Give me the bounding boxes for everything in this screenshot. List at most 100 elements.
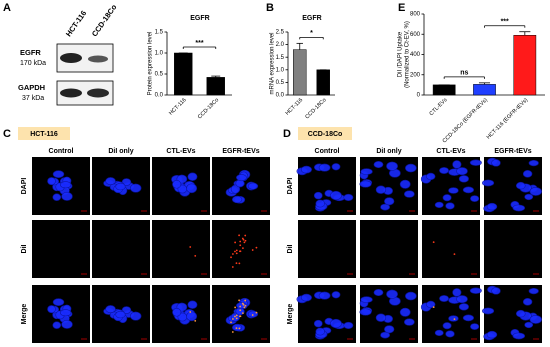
y-tick-label: 400 — [410, 52, 421, 58]
nucleus — [315, 327, 325, 336]
column-label: EGFR-tEVs — [494, 148, 531, 155]
dii-signal — [243, 306, 246, 309]
dii-signal — [231, 318, 234, 320]
y-tick-label: 800 — [410, 12, 421, 18]
nucleus — [482, 307, 495, 315]
y-tick-label: 1.0 — [155, 51, 164, 57]
nucleus — [403, 318, 415, 326]
nucleus — [373, 160, 384, 169]
nucleus — [187, 172, 198, 181]
x-tick-label: HCT-116 — [285, 97, 305, 117]
lane-label: HCT-116 — [64, 9, 88, 38]
dii-signal — [194, 319, 197, 322]
blot-band — [60, 53, 82, 63]
column-label: CTL-EVs — [166, 148, 195, 155]
nucleus — [434, 329, 444, 337]
dii-signal — [235, 317, 238, 320]
dii-signal — [238, 234, 241, 237]
dii-signal — [234, 315, 236, 318]
dii-signal — [242, 247, 244, 250]
panel-label: C — [3, 128, 11, 140]
x-tick-label: CCD-18Co — [304, 97, 327, 120]
nucleus — [313, 191, 323, 200]
chart-title: EGFR — [302, 15, 321, 22]
nucleus — [359, 308, 372, 316]
nucleus — [448, 187, 459, 194]
nucleus — [343, 193, 354, 202]
nucleus — [452, 160, 462, 169]
nucleus — [300, 293, 312, 302]
nucleus — [439, 295, 449, 302]
column-label: DiI only — [108, 148, 133, 155]
dii-signal — [230, 256, 232, 259]
nucleus — [442, 322, 452, 330]
lane-label: CCD-18Co — [90, 2, 119, 38]
nucleus — [52, 170, 65, 179]
y-axis-label: DiI /DAPI Uptake — [398, 31, 404, 77]
nucleus — [462, 314, 474, 322]
nucleus — [469, 159, 482, 166]
micrograph — [152, 220, 210, 278]
significance: *** — [501, 19, 509, 26]
dii-signal — [235, 262, 238, 265]
cell-line: CCD-18Co — [308, 131, 343, 138]
nucleus — [529, 315, 542, 324]
nucleus — [360, 296, 373, 303]
dii-signal — [244, 239, 247, 242]
nucleus — [529, 187, 542, 196]
chart-title: EGFR — [190, 15, 209, 22]
nucleus — [452, 288, 462, 297]
nucleus — [330, 190, 342, 201]
y-tick-label: 1.0 — [276, 67, 285, 73]
column-label: DiI only — [376, 148, 401, 155]
nucleus — [445, 330, 455, 338]
nucleus — [512, 332, 526, 340]
nucleus — [247, 182, 259, 190]
dii-signal — [234, 306, 237, 309]
nucleus — [528, 159, 539, 167]
nucleus — [439, 167, 449, 174]
nucleus — [115, 182, 126, 191]
nucleus — [105, 177, 116, 185]
nucleus — [373, 288, 384, 297]
y-tick-label: 2.5 — [276, 30, 285, 36]
dii-signal — [239, 240, 242, 243]
nucleus — [515, 181, 526, 190]
dii-signal — [189, 246, 192, 248]
y-tick-label: 0.0 — [276, 93, 285, 99]
y-tick-label: 0 — [417, 93, 421, 99]
nucleus — [172, 308, 182, 317]
blot-band — [60, 88, 82, 98]
nucleus — [105, 305, 116, 313]
nucleus — [456, 167, 468, 176]
nucleus — [331, 163, 341, 171]
dii-signal — [238, 327, 241, 330]
nucleus — [187, 300, 198, 309]
nucleus — [313, 319, 323, 328]
band-size: 170 kDa — [20, 60, 46, 67]
x-tick-label: HCT-116 (EGFR-tEVs) — [486, 97, 530, 141]
nucleus — [482, 179, 495, 187]
nucleus — [130, 311, 142, 321]
nucleus — [315, 199, 325, 208]
nucleus — [426, 300, 436, 309]
x-tick-label: CTL-EVs — [429, 97, 449, 117]
dii-signal — [234, 250, 236, 253]
row-label: DAPI — [21, 178, 28, 195]
nucleus — [384, 197, 395, 206]
dii-signal — [239, 244, 242, 247]
nucleus — [186, 183, 198, 194]
significance: * — [310, 30, 313, 37]
nucleus — [403, 190, 415, 198]
micrograph — [484, 220, 542, 278]
dii-signal — [235, 314, 238, 317]
column-label: Control — [49, 148, 74, 155]
band-name: GAPDH — [18, 83, 45, 92]
row-label: DiI — [287, 244, 294, 253]
panel-label: D — [283, 128, 291, 140]
y-tick-label: 1.5 — [155, 30, 164, 36]
column-label: EGFR-tEVs — [222, 148, 259, 155]
nucleus — [375, 313, 387, 322]
dii-signal — [242, 312, 244, 315]
bar — [293, 49, 307, 96]
